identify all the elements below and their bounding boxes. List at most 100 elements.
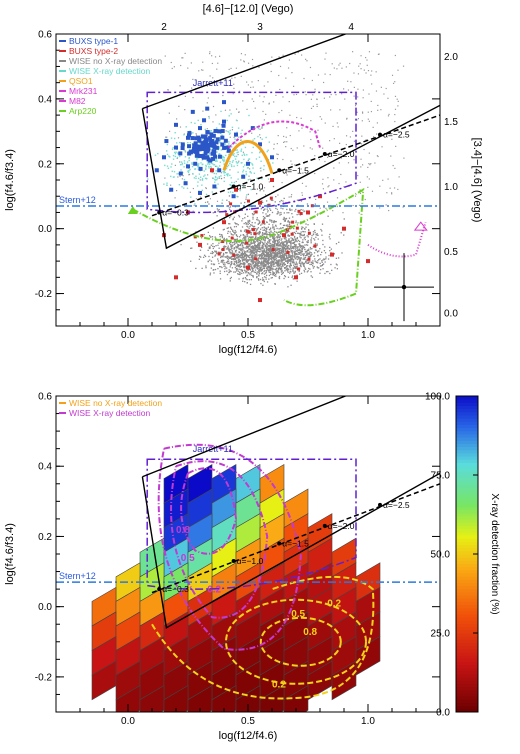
wise-no-xray-point	[241, 272, 243, 275]
wise-no-xray-point	[273, 263, 275, 265]
wise-no-xray-point	[168, 112, 170, 114]
wise-no-xray-point	[232, 244, 234, 246]
wise-no-xray-point	[275, 257, 277, 260]
wise-no-xray-point	[251, 247, 253, 249]
wise-no-xray-point	[287, 271, 289, 273]
wise-no-xray-point	[204, 201, 207, 204]
wise-no-xray-point	[304, 258, 306, 260]
wise-no-xray-point	[184, 150, 186, 152]
wise-no-xray-point	[290, 196, 292, 198]
wise-no-xray-point	[285, 249, 287, 251]
wise-no-xray-point	[282, 244, 284, 246]
wise-no-xray-point	[220, 256, 222, 259]
wise-xray-point	[177, 172, 180, 175]
wise-xray-point	[234, 138, 236, 140]
heatmap-cell	[235, 685, 261, 712]
wise-no-xray-point	[304, 231, 306, 233]
wise-no-xray-point	[288, 235, 291, 237]
wise-no-xray-point	[316, 266, 318, 268]
wise-xray-point	[252, 167, 254, 169]
wise-no-xray-point	[302, 226, 304, 229]
wise-no-xray-point	[226, 241, 228, 243]
wise-no-xray-point	[307, 236, 309, 238]
wise-no-xray-point	[311, 234, 313, 237]
wise-no-xray-point	[291, 239, 293, 241]
wise-no-xray-point	[260, 264, 262, 266]
wise-no-xray-point	[182, 175, 184, 177]
wise-no-xray-point	[271, 256, 273, 258]
wise-no-xray-point	[262, 234, 264, 237]
wise-no-xray-point	[199, 196, 202, 198]
wise-no-xray-point	[283, 220, 286, 222]
colorbar-step	[456, 471, 478, 476]
wise-no-xray-point	[334, 267, 336, 269]
wise-no-xray-point	[296, 250, 298, 252]
wise-xray-point	[166, 165, 169, 167]
wise-xray-point	[171, 170, 173, 173]
wise-no-xray-point	[257, 236, 259, 239]
wise-no-xray-point	[299, 246, 301, 248]
wise-no-xray-point	[293, 235, 296, 238]
buxs-type2-point	[318, 194, 322, 199]
wise-no-xray-point	[270, 261, 272, 263]
wise-no-xray-point	[301, 262, 303, 265]
wise-no-xray-point	[253, 244, 256, 247]
buxs-type1-point	[205, 106, 210, 111]
wise-no-xray-point	[257, 265, 259, 267]
wise-no-xray-point	[309, 268, 311, 270]
wise-no-xray-point	[308, 252, 310, 254]
wise-no-xray-point	[258, 66, 260, 68]
wise-no-xray-point	[380, 86, 382, 88]
wise-no-xray-point	[322, 259, 324, 261]
colorbar-step	[456, 509, 478, 514]
wise-no-xray-point	[281, 256, 284, 259]
x-tick-label: 1.0	[361, 330, 375, 341]
wise-no-xray-point	[330, 109, 332, 111]
wise-no-xray-point	[259, 278, 262, 281]
wise-no-xray-point	[268, 239, 271, 241]
buxs-type1-point	[209, 139, 214, 144]
wise-no-xray-point	[223, 218, 226, 221]
wise-no-xray-point	[252, 254, 254, 256]
wise-no-xray-point	[227, 246, 229, 249]
wise-no-xray-point	[312, 262, 314, 264]
wise-no-xray-point	[185, 204, 188, 206]
wise-no-xray-point	[273, 268, 275, 271]
wise-no-xray-point	[249, 168, 251, 170]
wise-no-xray-point	[393, 187, 396, 189]
wise-xray-point	[198, 163, 200, 165]
wise-no-xray-point	[263, 256, 265, 258]
buxs-type1-point	[192, 143, 197, 148]
colorbar-step	[456, 421, 478, 425]
wise-no-xray-point	[246, 234, 248, 236]
colorbar-step	[456, 582, 478, 587]
wise-no-xray-point	[271, 211, 274, 214]
wise-no-xray-point	[312, 231, 315, 233]
wise-no-xray-point	[272, 271, 274, 273]
buxs-type2-point	[270, 178, 274, 182]
wise-no-xray-point	[196, 241, 198, 243]
wise-no-xray-point	[273, 254, 275, 256]
colorbar-step	[456, 478, 478, 482]
wise-no-xray-point	[250, 272, 252, 274]
buxs-type1-point	[209, 132, 214, 137]
wise-no-xray-point	[366, 64, 368, 66]
wise-no-xray-point	[211, 177, 214, 179]
wise-no-xray-point	[282, 227, 284, 229]
wise-no-xray-point	[238, 111, 240, 113]
contour-xray-05	[170, 460, 269, 619]
wise-no-xray-point	[283, 241, 285, 243]
wise-no-xray-point	[209, 53, 211, 55]
wise-no-xray-point	[253, 252, 256, 255]
wise-no-xray-point	[398, 176, 400, 178]
wise-no-xray-point	[300, 245, 303, 248]
wise-no-xray-point	[292, 270, 294, 273]
power-law-line	[151, 114, 440, 217]
wise-no-xray-point	[284, 252, 286, 255]
buxs-type1-point	[211, 156, 216, 161]
wise-no-xray-point	[345, 135, 348, 137]
wise-xray-point	[223, 174, 226, 177]
wise-no-xray-point	[350, 81, 352, 83]
wise-xray-point	[230, 164, 233, 166]
wise-no-xray-point	[321, 264, 324, 267]
